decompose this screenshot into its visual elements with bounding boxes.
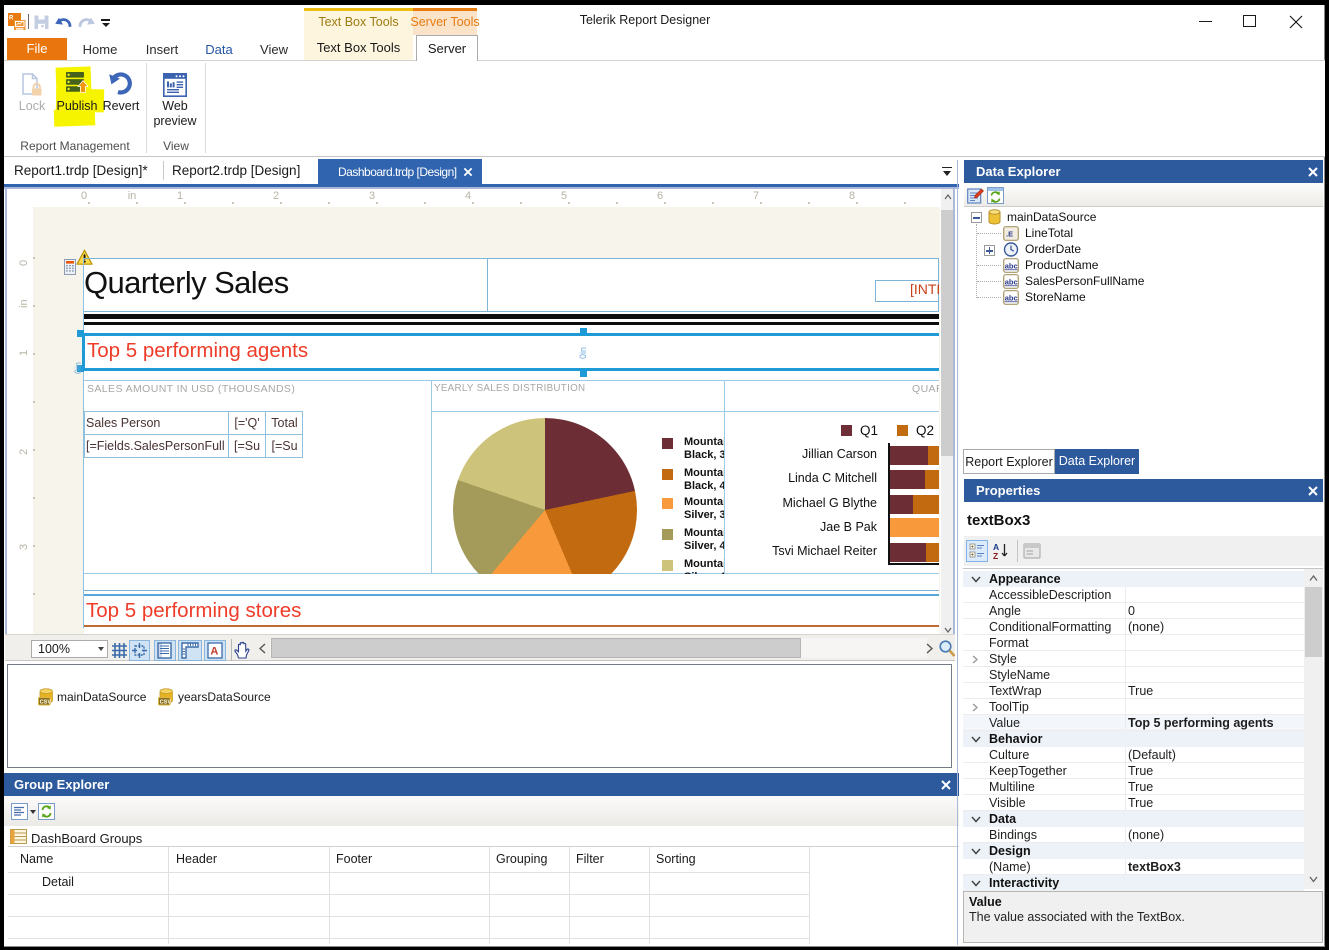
svg-text:CSV: CSV	[160, 699, 172, 705]
svg-text:abc: abc	[1005, 261, 1018, 270]
svg-text:R: R	[9, 16, 14, 22]
svg-text:abc: abc	[1005, 277, 1018, 286]
svg-text:A: A	[210, 646, 218, 658]
svg-text:CSV: CSV	[40, 699, 52, 705]
svg-text:.E: .E	[1006, 230, 1013, 239]
svg-text:+: +	[971, 545, 974, 551]
svg-text:A: A	[993, 542, 999, 552]
svg-text:abc: abc	[1005, 293, 1018, 302]
svg-text:+: +	[971, 553, 974, 559]
svg-text:Z: Z	[993, 551, 998, 560]
